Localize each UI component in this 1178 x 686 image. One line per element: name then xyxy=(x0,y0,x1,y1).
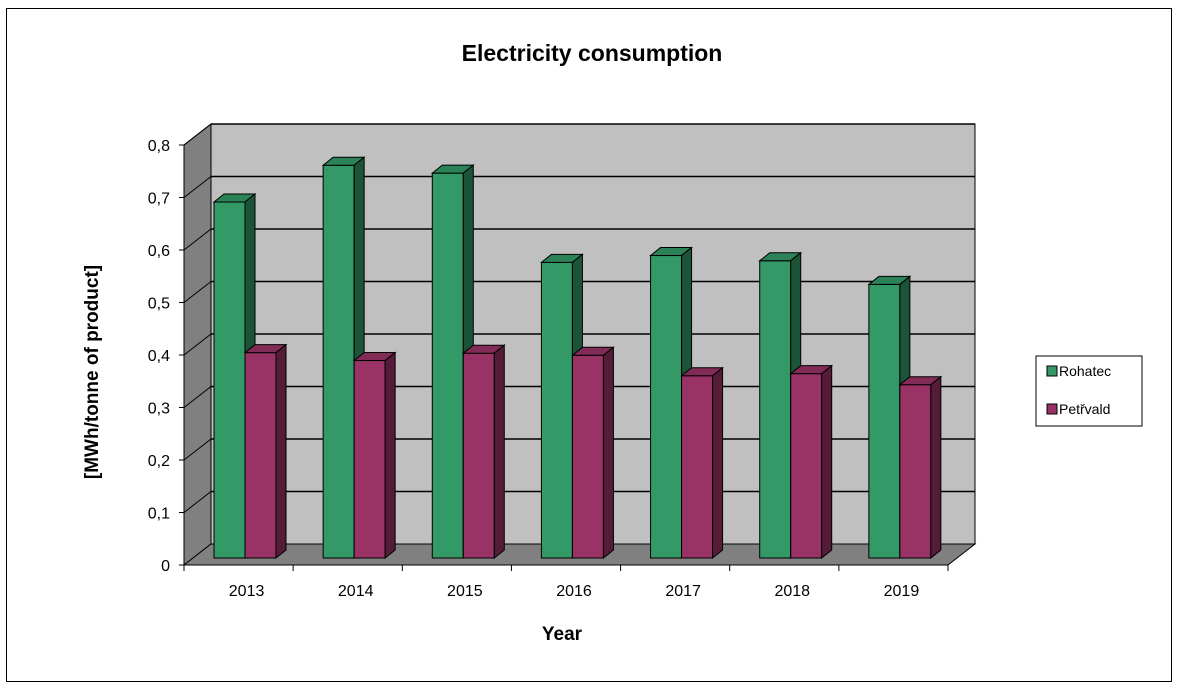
bar-petřvald-2013 xyxy=(244,352,277,559)
bar-side xyxy=(712,366,724,560)
bar-petřvald-2015 xyxy=(462,352,495,559)
legend-label-petrvald: Petřvald xyxy=(1059,401,1110,417)
y-tick-label: 0,3 xyxy=(148,401,170,418)
y-tick-label: 0 xyxy=(161,558,170,575)
bar-side xyxy=(275,343,287,560)
x-tick-label: 2014 xyxy=(338,583,374,600)
legend: Rohatec Petřvald xyxy=(1035,355,1143,427)
x-tick-label: 2013 xyxy=(229,583,265,600)
y-tick-label: 0,1 xyxy=(148,506,170,523)
bar-rohatec-2013 xyxy=(213,201,246,559)
gridline-side xyxy=(183,333,212,356)
bar-side xyxy=(384,351,396,560)
y-axis-label: [MWh/tonne of product] xyxy=(82,265,103,479)
gridline-side xyxy=(183,176,212,198)
tick-labels: 0 0,1 0,2 0,3 0,4 0,5 0,6 0,7 0,8 2013 2014 2015 201… xyxy=(148,138,920,600)
gridline-side xyxy=(183,438,212,461)
bar-side xyxy=(930,375,942,560)
y-tick-label: 0,7 xyxy=(148,191,170,208)
bar-petřvald-2018 xyxy=(790,373,823,559)
bars xyxy=(212,156,943,560)
gridline-side xyxy=(183,281,212,303)
axes xyxy=(179,144,949,571)
bar-petřvald-2019 xyxy=(899,384,932,559)
bar-rohatec-2015 xyxy=(431,172,464,559)
bar-petřvald-2014 xyxy=(353,360,386,559)
bar-side xyxy=(602,346,614,560)
gridline-side xyxy=(183,491,212,513)
bar-rohatec-2016 xyxy=(540,261,573,559)
x-tick-label: 2016 xyxy=(556,583,592,600)
y-tick-label: 0,4 xyxy=(148,348,170,365)
legend-swatch-petrvald xyxy=(1046,403,1058,415)
bar-rohatec-2018 xyxy=(759,260,792,559)
bar-rohatec-2014 xyxy=(322,164,355,559)
y-tick-label: 0,2 xyxy=(148,453,170,470)
x-tick-label: 2018 xyxy=(774,583,810,600)
chart-title: Electricity consumption xyxy=(462,40,723,66)
y-tick-label: 0,8 xyxy=(148,138,170,155)
gridline-side xyxy=(183,386,212,408)
bar-rohatec-2017 xyxy=(650,255,683,559)
legend-label-rohatec: Rohatec xyxy=(1059,363,1111,379)
x-axis-label: Year xyxy=(542,624,583,645)
y-tick-label: 0,6 xyxy=(148,243,170,260)
bar-side xyxy=(821,364,833,560)
gridline-side xyxy=(183,123,212,146)
x-tick-label: 2015 xyxy=(447,583,483,600)
gridline-side xyxy=(183,228,212,251)
bar-petřvald-2016 xyxy=(571,354,604,559)
bar-rohatec-2019 xyxy=(868,283,901,559)
x-tick-label: 2019 xyxy=(884,583,920,600)
legend-swatch-rohatec xyxy=(1046,365,1058,377)
bar-side xyxy=(493,344,505,560)
x-tick-label: 2017 xyxy=(665,583,701,600)
y-tick-label: 0,5 xyxy=(148,296,170,313)
bar-petřvald-2017 xyxy=(681,375,714,559)
